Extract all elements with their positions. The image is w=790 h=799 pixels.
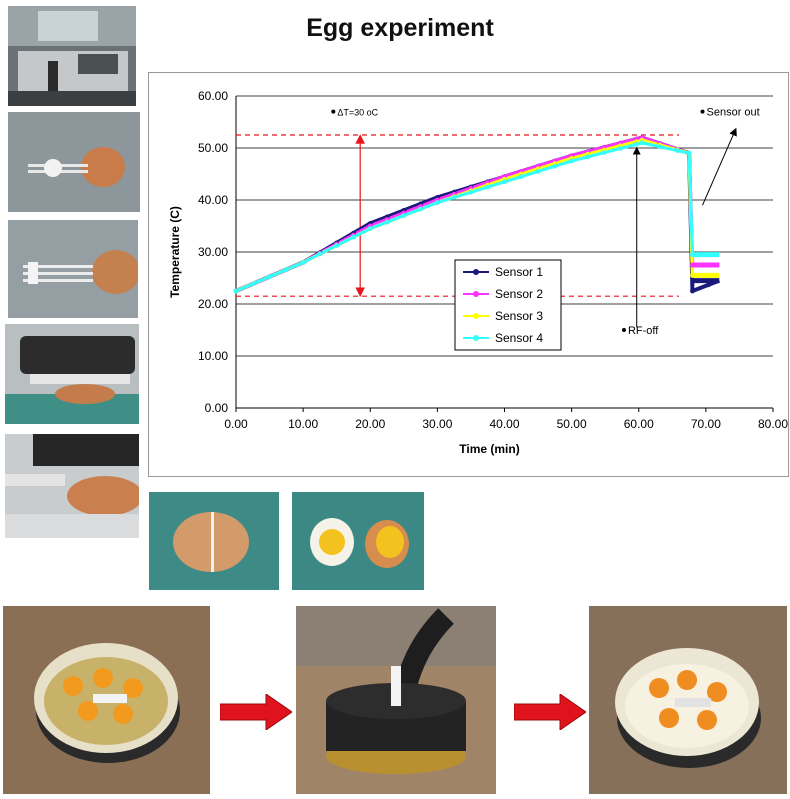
series-point (634, 141, 640, 147)
applicator-device-photo (296, 606, 496, 794)
y-axis-label: Temperature (C) (168, 206, 182, 298)
legend-marker (473, 335, 479, 341)
series-point (468, 189, 474, 195)
y-tick-label: 10.00 (198, 349, 228, 363)
y-tick-label: 50.00 (198, 141, 228, 155)
series-point (434, 200, 440, 205)
series-point (674, 148, 680, 153)
x-tick-label: 40.00 (489, 417, 519, 431)
legend-marker (473, 291, 479, 297)
legend-entry: Sensor 3 (495, 309, 543, 323)
raw-eggs-dish-photo (3, 606, 210, 794)
annotation-dot (331, 109, 336, 114)
cooked-eggs-dish-photo (589, 606, 787, 794)
cut-egg-photo (292, 492, 424, 590)
series-point (233, 288, 239, 294)
x-tick-label: 0.00 (224, 417, 248, 431)
egg-with-sensors-photo-2 (8, 220, 138, 318)
process-arrow-2 (513, 693, 587, 735)
series-point (485, 184, 491, 190)
series-point (706, 282, 711, 288)
annotation-label: ΔT=30 oC (337, 108, 378, 118)
series-point (250, 281, 256, 287)
series-point (690, 288, 695, 294)
series-point (518, 174, 524, 179)
annotation-dot (700, 109, 705, 114)
legend-entry: Sensor 1 (495, 265, 543, 279)
series-point (569, 158, 575, 164)
y-tick-label: 0.00 (205, 401, 229, 415)
x-tick-label: 50.00 (557, 417, 587, 431)
series-point (317, 251, 323, 257)
series-point (601, 150, 607, 155)
annotation-label: Sensor out (707, 107, 760, 119)
series-point (283, 267, 289, 272)
series-point (502, 179, 507, 185)
series-point (300, 260, 306, 265)
x-tick-label: 10.00 (288, 417, 318, 431)
sensor-out-arrow (702, 127, 737, 206)
y-tick-label: 20.00 (198, 297, 228, 311)
annotation-label: RF-off (628, 325, 659, 337)
y-tick-label: 40.00 (198, 193, 228, 207)
series-point (535, 169, 541, 174)
temperature-chart: 0.00 10.00 20.00 30.00 40.00 50.00 60.00 0.00 10… (168, 89, 788, 456)
x-tick-label: 60.00 (624, 417, 654, 431)
series-point (552, 163, 558, 169)
series-point (401, 213, 407, 219)
legend-entry: Sensor 4 (495, 331, 543, 345)
series-point (418, 206, 423, 212)
applicator-on-egg-photo-2 (5, 434, 139, 538)
x-tick-label: 30.00 (422, 417, 452, 431)
series-point (639, 140, 645, 146)
series-point (451, 195, 457, 200)
y-tick-label: 30.00 (198, 245, 228, 259)
x-axis-label: Time (min) (459, 442, 519, 456)
annotation-dot (621, 328, 626, 332)
x-tick-label: 20.00 (355, 417, 385, 431)
series-point (657, 144, 663, 150)
y-tick-label: 60.00 (198, 89, 228, 103)
legend-entry: Sensor 2 (495, 287, 543, 301)
legend-marker (473, 313, 479, 319)
page-title: Egg experiment (306, 14, 494, 42)
series-point (334, 243, 340, 248)
series-point (267, 274, 272, 280)
series-point (585, 154, 591, 160)
legend-marker (473, 269, 479, 275)
series-point (351, 234, 356, 240)
legend-box (454, 259, 562, 351)
x-tick-label: 80.00 (758, 417, 788, 431)
whole-egg-photo (149, 492, 279, 590)
applicator-on-egg-photo-1 (5, 324, 139, 424)
series-point (384, 219, 390, 225)
lab-setup-photo (8, 6, 136, 106)
x-tick-label: 70.00 (691, 417, 721, 431)
series-point (686, 150, 692, 156)
series-point (618, 146, 623, 151)
egg-with-sensors-photo-1 (8, 112, 140, 212)
chart-frame: 0.00 10.00 20.00 30.00 40.00 50.00 60.00 0.00 10… (148, 72, 789, 477)
process-arrow-1 (219, 693, 293, 735)
series-point (367, 226, 373, 232)
